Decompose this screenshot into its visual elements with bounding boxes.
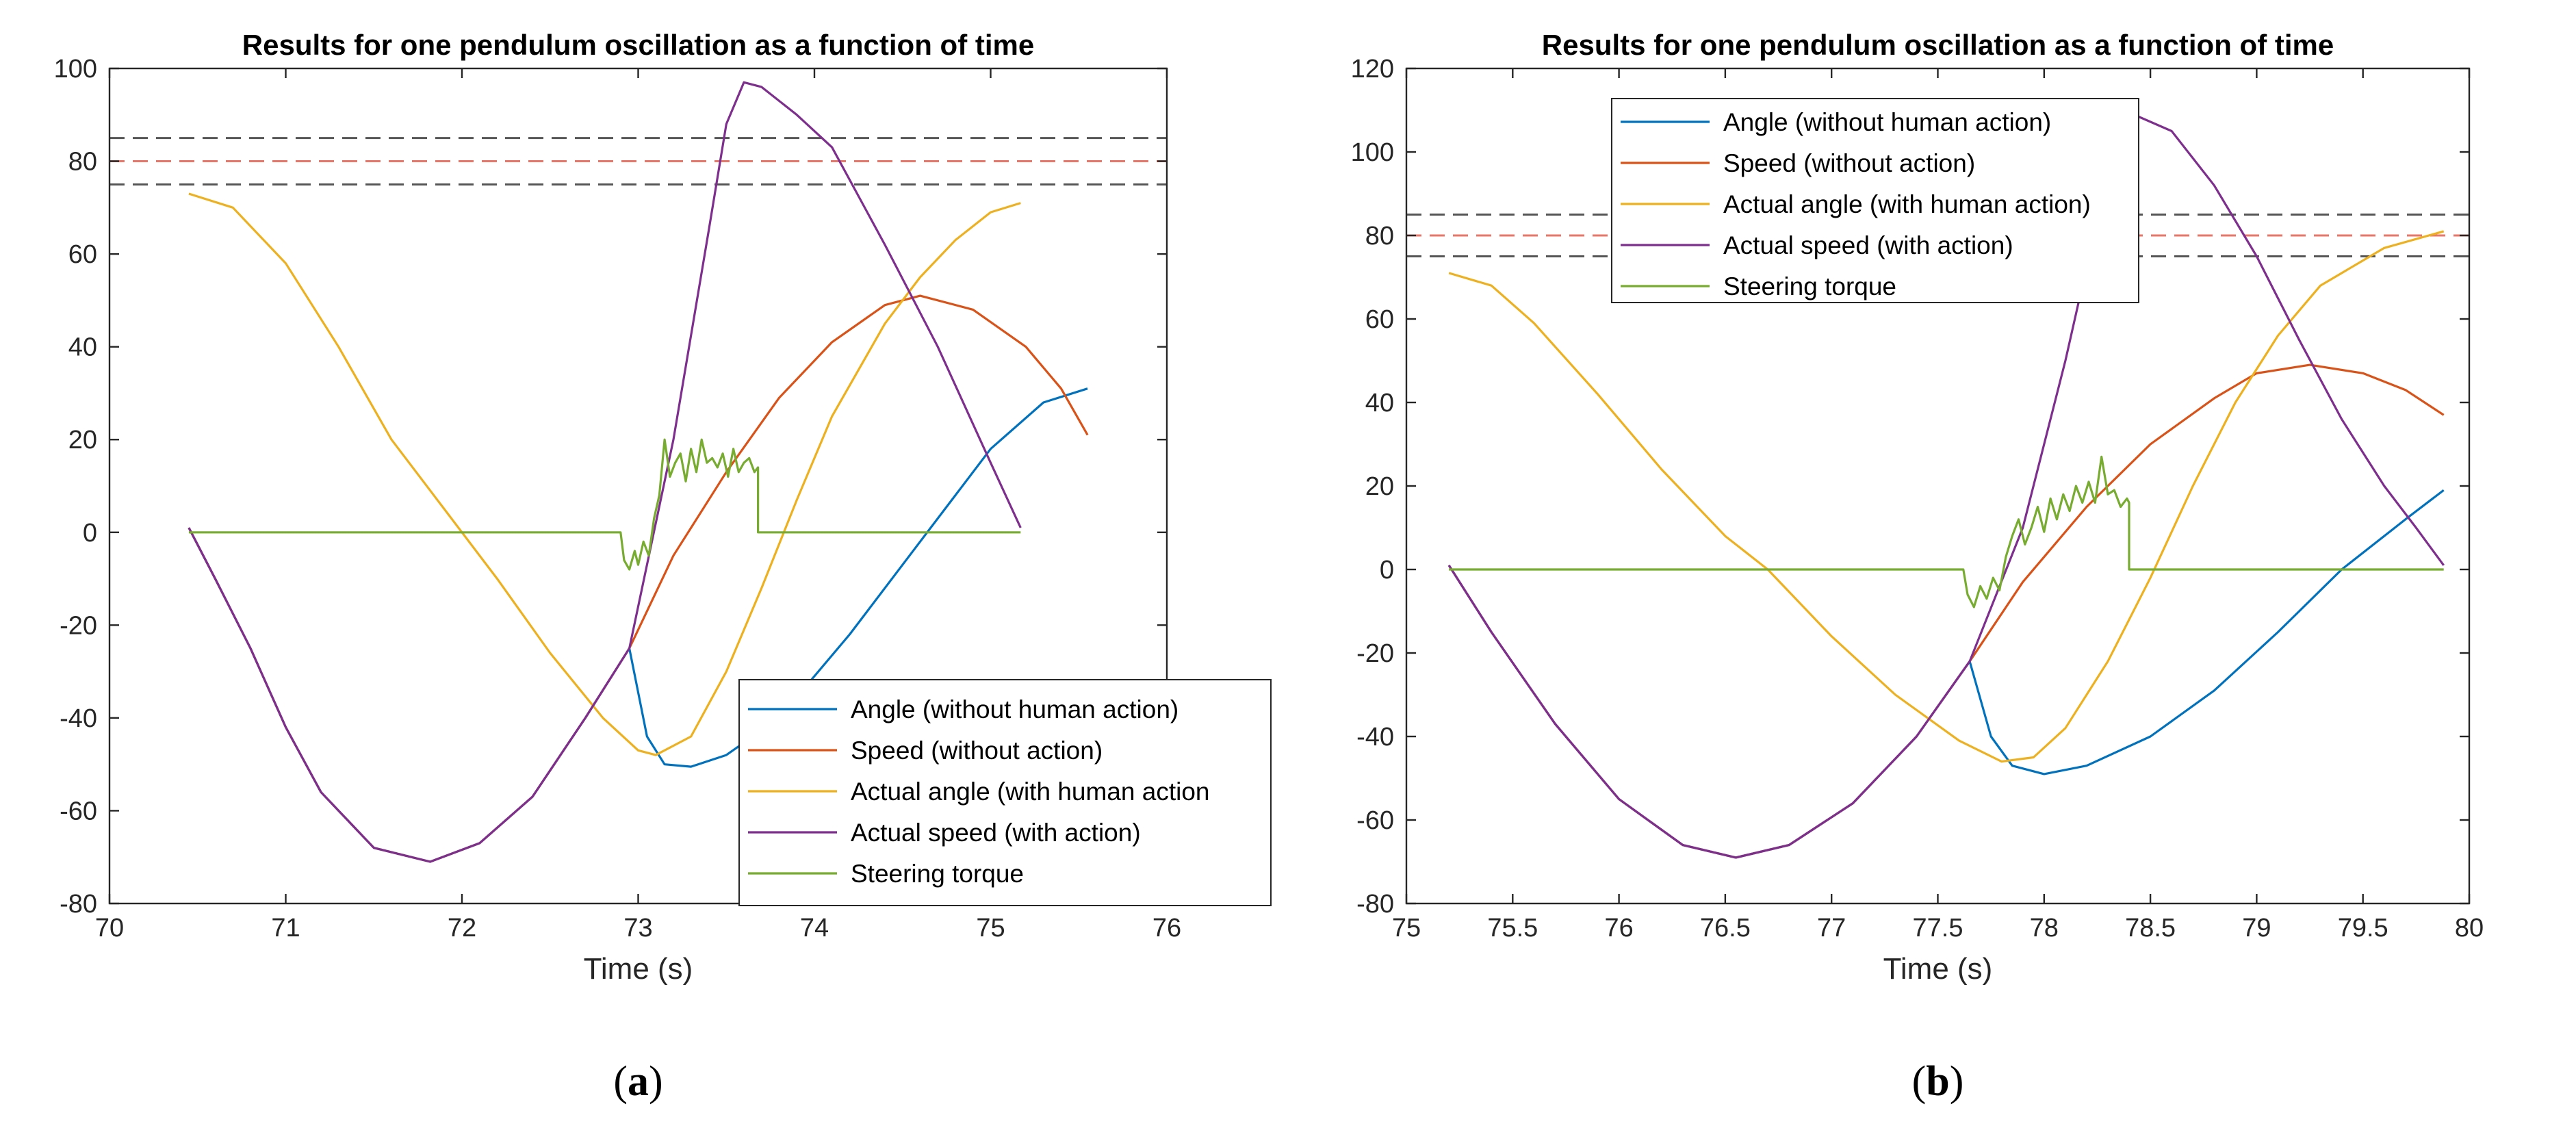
chart-a-series-group xyxy=(188,81,1089,863)
chart-b-legend-entry: Steering torque xyxy=(1723,272,1896,300)
chart-a-x-tick-label: 71 xyxy=(271,914,300,943)
chart-b-x-tick-label: 77.5 xyxy=(1913,914,1963,943)
chart-a-x-tick-label: 73 xyxy=(623,914,652,943)
chart-b-subfigure-letter: b xyxy=(1926,1058,1949,1105)
chart-a-x-tick-label: 72 xyxy=(448,914,476,943)
chart-a-subfigure-close: ) xyxy=(649,1058,663,1105)
chart-b-legend-entry: Actual speed (with action) xyxy=(1723,231,2013,259)
chart-b-y-tick-label: 0 xyxy=(1380,556,1394,585)
chart-b-x-tick-label: 77 xyxy=(1817,914,1846,943)
chart-a-x-tick-label: 76 xyxy=(1152,914,1181,943)
chart-a-y-tick-label: -40 xyxy=(60,704,97,733)
chart-b-y-tick-label: 100 xyxy=(1351,138,1394,167)
chart-a-subfigure-label: (a) xyxy=(613,1058,662,1105)
chart-b-series-line xyxy=(1448,230,2445,763)
chart-a-x-tick-label: 74 xyxy=(800,914,829,943)
chart-a-y-tick-label: 20 xyxy=(68,426,97,454)
chart-b-y-tick-label: -60 xyxy=(1356,806,1394,835)
chart-a-subfigure-letter: a xyxy=(628,1058,649,1105)
chart-b-series-line xyxy=(1447,113,2445,859)
chart-a-y-tick-label: -20 xyxy=(60,611,97,640)
chart-a-legend-entry: Actual speed (with action) xyxy=(851,819,1141,847)
chart-b-y-tick-label: 60 xyxy=(1365,305,1394,334)
chart-b-y-tick-label: 20 xyxy=(1365,472,1394,501)
chart-b-x-tick-label: 76 xyxy=(1604,914,1633,943)
chart-a-x-tick-label: 75 xyxy=(976,914,1005,943)
chart-b-subfigure-label: (b) xyxy=(1912,1058,1964,1105)
chart-a-subfigure-open: ( xyxy=(613,1058,628,1105)
chart-b-series-line xyxy=(1449,455,2444,608)
chart-b-x-tick-label: 78.5 xyxy=(2125,914,2176,943)
chart-a-series-line xyxy=(188,192,1021,756)
chart-b-y-tick-label: -20 xyxy=(1356,639,1394,668)
chart-a-x-tick-label: 70 xyxy=(95,914,124,943)
chart-b-x-tick-label: 78 xyxy=(2030,914,2059,943)
chart-a-xlabel: Time (s) xyxy=(584,952,693,986)
chart-a-y-tick-label: 0 xyxy=(83,519,97,548)
chart-b-legend xyxy=(1611,98,2139,303)
chart-a-y-tick-label: -80 xyxy=(60,890,97,919)
chart-b-legend-entry: Angle (without human action) xyxy=(1723,108,2051,136)
chart-a-legend-entry: Actual angle (with human action xyxy=(851,778,1209,806)
chart-b-xlabel: Time (s) xyxy=(1883,952,1993,986)
chart-b-series-group xyxy=(1447,113,2445,859)
chart-b-y-tick-label: -40 xyxy=(1356,723,1394,752)
chart-b-x-tick-label: 75.5 xyxy=(1487,914,1538,943)
chart-b-x-tick-label: 79.5 xyxy=(2338,914,2388,943)
chart-b-subfigure-close: ) xyxy=(1950,1058,1964,1105)
chart-a-legend-entry: Speed (without action) xyxy=(851,736,1103,765)
chart-a-y-tick-label: -60 xyxy=(60,797,97,825)
chart-a-legend-entry: Steering torque xyxy=(851,860,1024,888)
chart-b-subfigure-open: ( xyxy=(1912,1058,1927,1105)
chart-a-y-tick-label: 60 xyxy=(68,240,97,269)
chart-b: 75 75.5 76 76.5 77 77.5 78 78.5 79 79.5 80 -80 -60 -4… xyxy=(1351,29,2484,1105)
chart-a-y-tick-label: 100 xyxy=(54,55,97,84)
chart-b-y-tick-label: 80 xyxy=(1365,222,1394,251)
chart-a-y-tick-label: 80 xyxy=(68,148,97,177)
chart-a-legend xyxy=(738,679,1272,906)
chart-a: 70 71 72 73 74 75 76 -80 -60 -40 -20 0 20 40 60 80 100 An… xyxy=(54,29,1272,1105)
chart-b-legend-entry: Speed (without action) xyxy=(1723,149,1975,177)
chart-b-y-tick-label: 40 xyxy=(1365,389,1394,418)
chart-b-title: Results for one pendulum oscillation as … xyxy=(1542,29,2334,61)
chart-a-legend-entry: Angle (without human action) xyxy=(851,695,1178,723)
chart-b-y-tick-label: 120 xyxy=(1351,55,1394,84)
chart-b-x-tick-label: 80 xyxy=(2455,914,2484,943)
chart-b-x-tick-label: 76.5 xyxy=(1700,914,1751,943)
chart-b-legend-entry: Actual angle (with human action) xyxy=(1723,190,2091,218)
chart-a-y-tick-label: 40 xyxy=(68,333,97,362)
chart-b-x-tick-label: 79 xyxy=(2242,914,2271,943)
chart-b-y-tick-label: -80 xyxy=(1356,890,1394,919)
chart-b-x-tick-label: 75 xyxy=(1392,914,1421,943)
chart-a-title: Results for one pendulum oscillation as … xyxy=(242,29,1034,61)
chart-a-series-line xyxy=(188,438,1021,571)
